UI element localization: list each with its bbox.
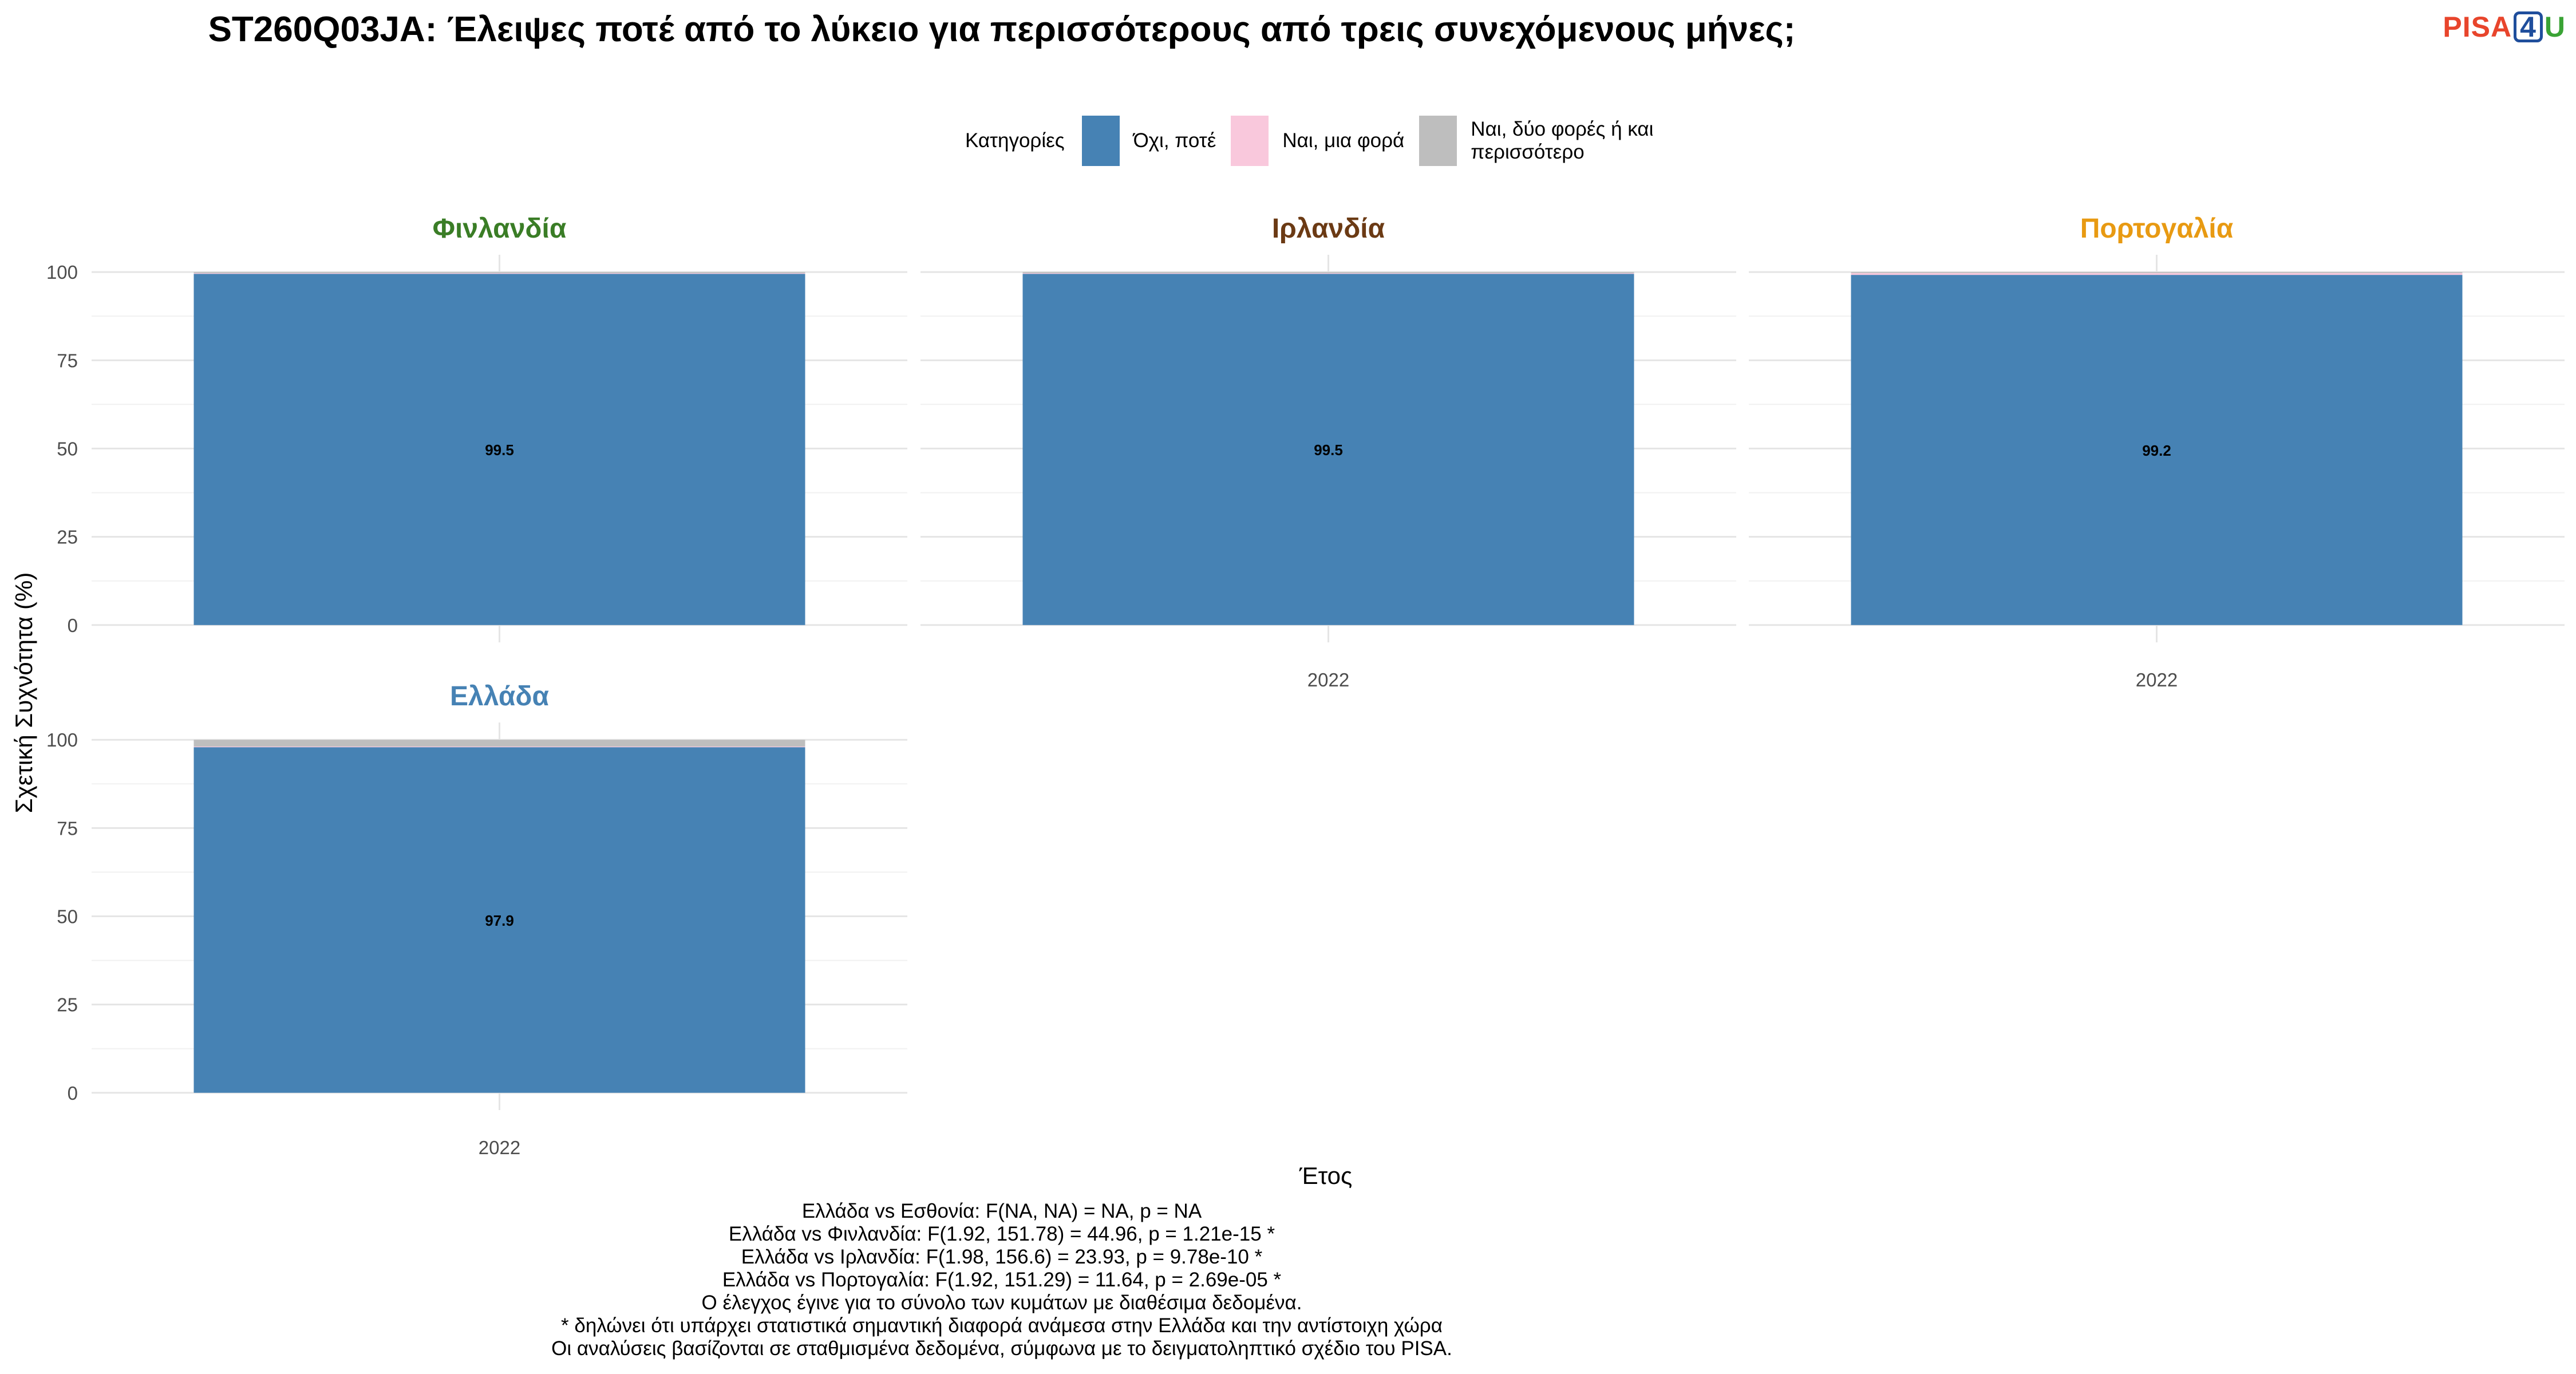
bar-data-label: 99.5 [1314,441,1343,459]
y-axis-title: Σχετική Συχνότητα (%) [10,572,37,814]
bar-segment [1022,272,1634,274]
x-axis-title: Έτος [1299,1162,1353,1189]
legend-swatch-twice-or-more [1419,116,1457,166]
y-tick-label: 100 [46,729,78,751]
footer-line: Ελλάδα vs Φινλανδία: F(1.92, 151.78) = 4… [728,1223,1275,1245]
y-tick-label: 0 [68,615,78,636]
x-tick-label: 2022 [2136,669,2178,690]
bar-segment [193,273,805,274]
y-tick-label: 75 [57,350,78,371]
footer-line: Ο έλεγχος έγινε για το σύνολο των κυμάτω… [701,1292,1302,1314]
legend-title: Κατηγορίες [965,129,1065,152]
bar-segment [1851,275,2463,625]
bar-data-label: 99.5 [485,441,514,459]
x-tick-label: 2022 [479,1137,520,1158]
bar-data-label: 97.9 [485,912,514,929]
y-tick-label: 75 [57,818,78,839]
logo-text-u: U [2544,11,2566,43]
panel-title: Φινλανδία [433,214,567,244]
chart-legend: Κατηγορίες Όχι, ποτέ Ναι, μια φορά Ναι, … [965,114,1703,167]
bar-data-label: 99.2 [2142,442,2171,459]
legend-swatch-once [1231,116,1269,166]
y-tick-label: 100 [46,262,78,283]
bar-segment [193,747,805,1093]
y-tick-label: 0 [68,1083,78,1104]
footer-line: Ελλάδα vs Πορτογαλία: F(1.92, 151.29) = … [722,1269,1282,1291]
panel-title: Πορτογαλία [2080,214,2234,244]
panel-title: Ελλάδα [450,681,549,712]
footer-line: Ελλάδα vs Ιρλανδία: F(1.98, 156.6) = 23.… [741,1246,1263,1268]
legend-item-never: Όχι, ποτέ [1081,116,1216,166]
panel-title: Ιρλανδία [1272,214,1385,244]
legend-label-twice-or-more: Ναι, δύο φορές ή και περισσότερο [1471,118,1654,163]
bar-segment [1022,273,1634,274]
y-tick-label: 50 [57,439,78,460]
bar-segment [1851,273,2463,275]
legend-item-once: Ναι, μια φορά [1231,116,1404,166]
footer-line: * δηλώνει ότι υπάρχει στατιστικά σημαντι… [561,1314,1443,1337]
footer-notes: Ελλάδα vs Εσθονία: F(NA, NA) = NA, p = N… [0,1200,2004,1360]
chart-title: ST260Q03JA: Έλειψες ποτέ από το λύκειο γ… [208,10,1796,49]
logo-text-pisa: PISA [2443,11,2512,43]
legend-item-twice-or-more: Ναι, δύο φορές ή και περισσότερο [1419,116,1688,166]
legend-label-once: Ναι, μια φορά [1282,129,1405,152]
bar-segment [193,274,805,625]
logo-text-4: 4 [2514,11,2543,42]
y-tick-label: 25 [57,527,78,548]
footer-line: Ελλάδα vs Εσθονία: F(NA, NA) = NA, p = N… [801,1200,1202,1222]
x-tick-label: 2022 [1307,669,1349,690]
pisa4u-logo: PISA 4 U [2443,10,2566,44]
bar-segment [1022,274,1634,625]
footer-line: Οι αναλύσεις βασίζονται σε σταθμισμένα δ… [551,1337,1452,1360]
y-tick-label: 25 [57,994,78,1016]
bar-segment [193,740,805,747]
bar-segment [193,272,805,274]
y-tick-label: 50 [57,906,78,927]
legend-label-never: Όχι, ποτέ [1133,129,1216,152]
bar-segment [1851,272,2463,274]
legend-swatch-never [1081,116,1120,166]
